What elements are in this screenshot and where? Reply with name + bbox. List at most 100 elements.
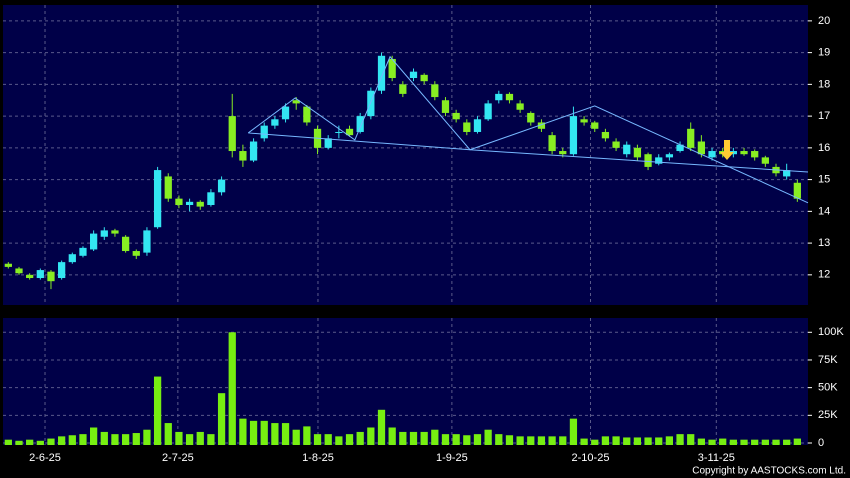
volume-bar	[687, 434, 695, 445]
candle-body	[687, 128, 695, 148]
candle-body	[58, 262, 66, 279]
candle-body	[26, 274, 34, 279]
candle-body	[569, 116, 578, 155]
volume-bar	[132, 433, 140, 445]
volume-bar	[420, 431, 428, 445]
price-panel	[3, 5, 808, 305]
candle-body	[90, 233, 98, 250]
candle-body	[431, 84, 439, 98]
volume-bar	[239, 418, 247, 445]
volume-bar	[228, 332, 236, 445]
candle-body	[303, 106, 311, 123]
volume-bar	[441, 434, 450, 445]
y-tick-label: 17	[818, 110, 830, 122]
candle-body	[612, 141, 620, 148]
volume-bar	[345, 434, 354, 445]
volume-bar	[292, 429, 300, 445]
volume-bar	[196, 431, 204, 445]
candle-body	[100, 230, 108, 237]
y-tick-label: 18	[818, 78, 830, 90]
x-tick-label: 1-9-25	[436, 452, 468, 464]
volume-bar	[249, 420, 258, 445]
candle-body	[388, 58, 396, 79]
candle-body	[271, 119, 279, 126]
volume-bar	[68, 435, 76, 445]
candle-body	[473, 119, 482, 132]
copyright: Copyright by AASTOCKS.com Ltd.	[692, 466, 846, 477]
volume-bar	[612, 436, 620, 445]
volume-bar	[452, 434, 460, 445]
candle-body	[441, 100, 450, 113]
candle-body	[655, 157, 663, 164]
candle-body	[740, 151, 748, 155]
candle-body	[697, 141, 706, 155]
y-tick-label: 12	[818, 269, 830, 281]
candle-body	[399, 84, 407, 94]
y-tick-label: 16	[818, 142, 830, 154]
candle-body	[249, 141, 258, 161]
x-tick-label: 2-6-25	[29, 452, 61, 464]
volume-bar	[569, 418, 578, 445]
candle-body	[495, 93, 503, 101]
volume-bar	[463, 435, 471, 445]
volume-bar	[217, 393, 226, 445]
volume-bar	[143, 429, 151, 445]
candle-body	[601, 131, 610, 139]
y-tick-label: 50K	[818, 382, 838, 394]
volume-bar	[601, 436, 610, 445]
candle-body	[292, 100, 300, 104]
volume-bar	[47, 438, 55, 445]
candle-body	[335, 131, 343, 133]
candle-body	[79, 247, 87, 256]
candle-body	[665, 154, 674, 158]
volume-panel	[3, 318, 808, 445]
candle-body	[196, 201, 204, 207]
volume-bar	[484, 429, 492, 445]
candle-body	[505, 93, 514, 101]
candle-body	[516, 103, 524, 110]
candle-body	[121, 236, 130, 252]
y-tick-label: 100K	[818, 326, 844, 338]
candle-body	[420, 74, 428, 82]
trend-line	[248, 132, 809, 173]
volume-bar	[271, 423, 279, 445]
volume-bar	[26, 439, 34, 445]
volume-bar	[207, 434, 215, 445]
volume-bar	[580, 438, 588, 445]
candle-body	[111, 230, 119, 234]
candle-body	[761, 157, 769, 164]
volume-bar	[527, 436, 535, 445]
candle-body	[36, 270, 44, 279]
candle-body	[783, 170, 791, 177]
candle-body	[751, 151, 759, 158]
volume-bar	[399, 431, 407, 445]
volume-bar	[313, 434, 322, 445]
y-tick-label: 19	[818, 47, 830, 59]
volume-bar	[783, 439, 791, 445]
candle-body	[356, 116, 364, 132]
candle-body	[4, 263, 12, 267]
volume-bar	[388, 427, 396, 445]
candle-body	[164, 176, 172, 199]
y-tick-label: 0	[818, 437, 824, 449]
candle-body	[580, 119, 588, 123]
volume-bar	[548, 436, 556, 445]
volume-bar	[15, 440, 23, 445]
volume-bar	[303, 426, 311, 445]
x-tick-label: 1-8-25	[302, 452, 334, 464]
volume-bar	[79, 434, 87, 445]
volume-bar	[751, 439, 759, 445]
candle-body	[409, 71, 418, 79]
volume-bar	[665, 436, 674, 445]
volume-bar	[153, 376, 162, 445]
volume-bar	[90, 427, 98, 445]
volume-bar	[175, 431, 183, 445]
volume-bar	[655, 437, 663, 445]
volume-bar	[495, 434, 503, 445]
volume-bar	[516, 436, 524, 445]
candle-body	[185, 201, 194, 205]
candle-body	[633, 147, 642, 158]
candle-body	[207, 192, 215, 205]
volume-bar	[164, 423, 172, 445]
volume-bar	[260, 420, 268, 445]
